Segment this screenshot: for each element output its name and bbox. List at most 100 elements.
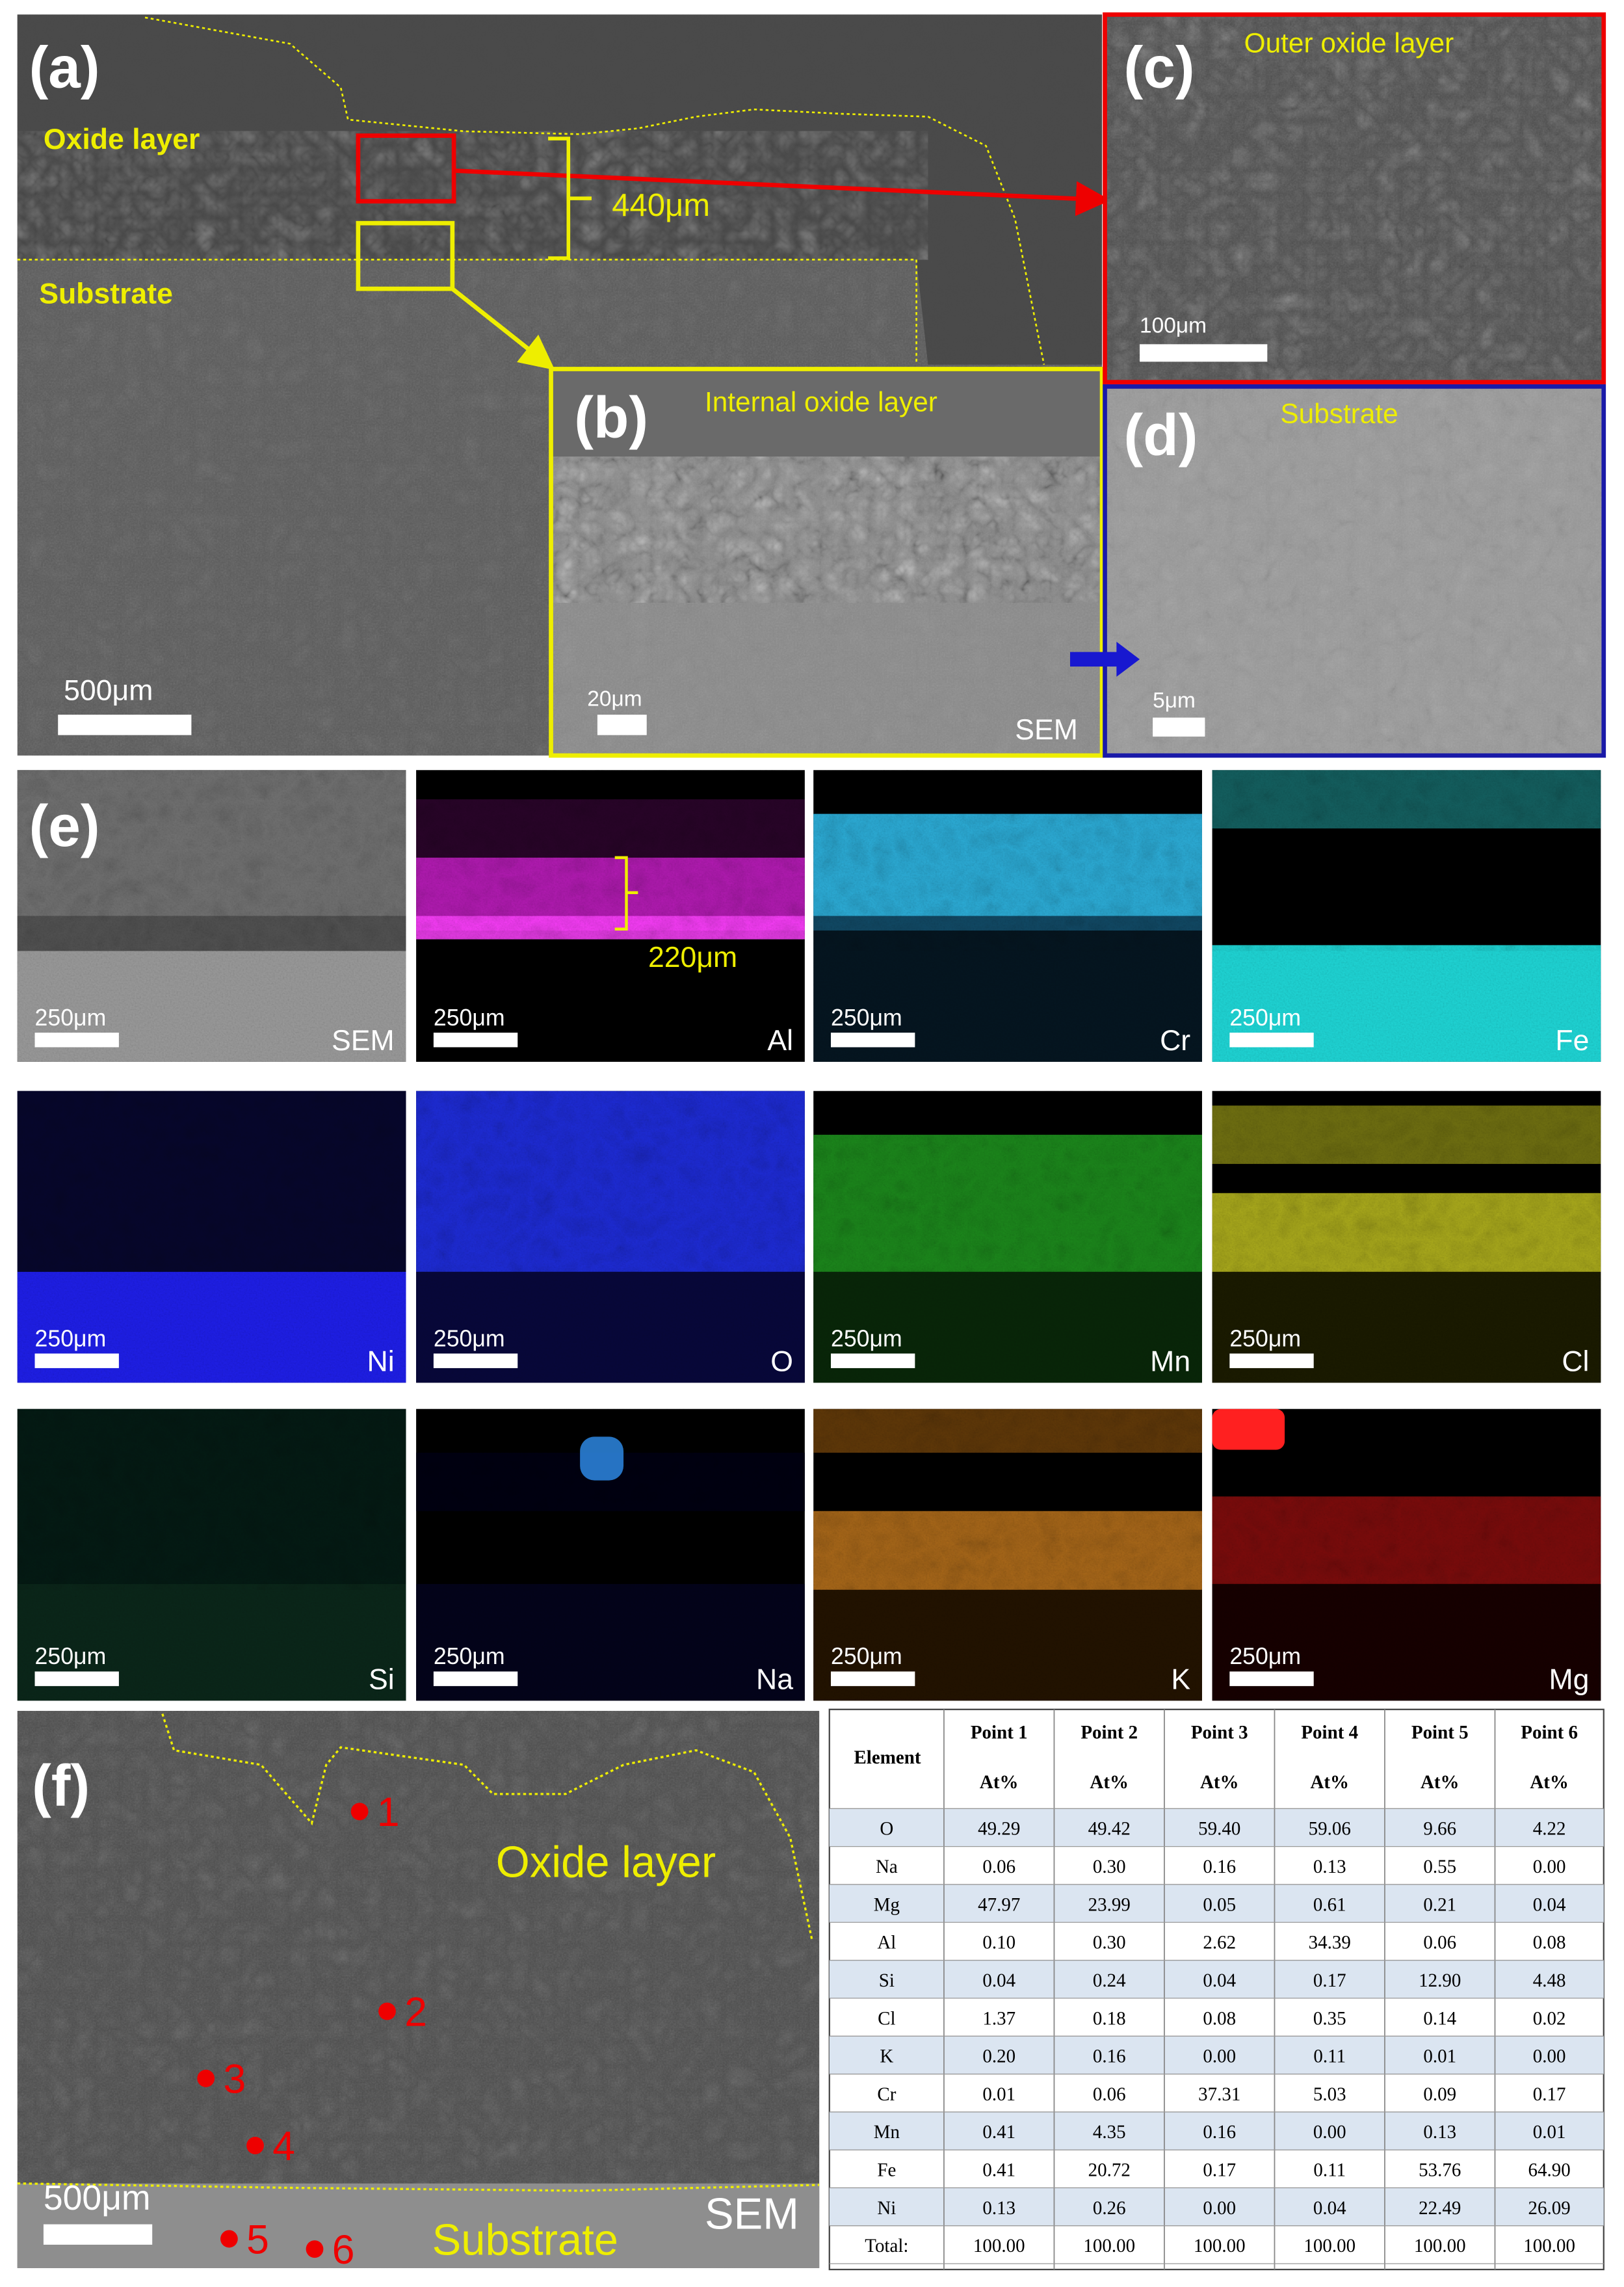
row-shade — [829, 1884, 1604, 1923]
map-texture — [17, 1091, 406, 1272]
zoom-box-red — [356, 133, 456, 204]
sem-image-c-texture — [1105, 14, 1604, 382]
map-name: Al — [767, 1025, 793, 1057]
table-cell: 0.01 — [1423, 2046, 1456, 2067]
table-cell: 100.00 — [1523, 2236, 1575, 2256]
table-cell: 0.02 — [1533, 2008, 1566, 2029]
map-texture — [813, 770, 1202, 951]
row-shade — [829, 1960, 1604, 1998]
boundary-line — [17, 258, 917, 365]
column-header: Point 3 — [1191, 1723, 1248, 1743]
composition-table: Element Point 1 At% Point 2 At% Point 3 At% Poi… — [828, 1708, 1604, 2271]
table-cell: 0.41 — [982, 2160, 1015, 2180]
column-unit: At% — [1090, 1772, 1129, 1793]
row-header: Cr — [877, 2084, 896, 2105]
mode-label: SEM — [705, 2189, 799, 2238]
table-cell: 4.35 — [1093, 2122, 1126, 2143]
scale-bar — [433, 1353, 518, 1368]
scale-bar — [830, 1033, 915, 1048]
map-name: SEM — [332, 1025, 395, 1057]
map-texture — [416, 1091, 805, 1272]
panel-frame — [549, 367, 1105, 758]
scale-bar — [1153, 717, 1205, 737]
map-name: Mn — [1150, 1345, 1190, 1377]
table-cell: 0.17 — [1533, 2084, 1566, 2105]
table-cell: 0.13 — [1423, 2122, 1456, 2143]
scale-bar-label: 500μm — [64, 675, 153, 707]
table-cell: 0.11 — [1313, 2160, 1346, 2180]
table-cell: 0.30 — [1093, 1857, 1126, 1877]
table-cell: 0.00 — [1203, 2046, 1236, 2067]
table-cell: 0.30 — [1093, 1933, 1126, 1953]
column-header: Point 6 — [1521, 1723, 1578, 1743]
scale-bar-label: 5μm — [1153, 689, 1196, 713]
panel-title: Outer oxide layer — [1244, 29, 1454, 59]
map-texture — [416, 1408, 805, 1590]
table-cell: 0.18 — [1093, 2008, 1126, 2029]
table-cell: 47.97 — [978, 1894, 1020, 1915]
map-texture — [813, 1091, 1202, 1272]
table-cell: 0.04 — [1313, 2198, 1346, 2219]
panel-label: (d) — [1124, 403, 1198, 468]
row-header: Ni — [877, 2198, 896, 2219]
table-cell: 0.35 — [1313, 2008, 1346, 2029]
table-cell: 0.41 — [982, 2122, 1015, 2143]
table-cell: 100.00 — [973, 2236, 1025, 2256]
measure-point — [350, 1803, 369, 1821]
scale-bar — [1140, 344, 1268, 362]
table-cell: 0.00 — [1313, 2122, 1346, 2143]
table-cell: 34.39 — [1309, 1933, 1351, 1953]
table-cell: 0.24 — [1093, 1970, 1126, 1991]
thickness-bracket — [614, 856, 638, 931]
panel-label: (b) — [574, 385, 648, 450]
table-cell: 5.03 — [1313, 2084, 1346, 2105]
scale-bar — [43, 2224, 153, 2245]
panel-title: Substrate — [1280, 399, 1398, 429]
table-cell: 0.13 — [1313, 1857, 1346, 1877]
measure-point — [246, 2136, 264, 2154]
blob — [1212, 1408, 1285, 1450]
map-texture — [17, 770, 406, 951]
table-cell: 0.11 — [1313, 2046, 1346, 2067]
scale-bar-label: 20μm — [587, 687, 642, 711]
column-unit: At% — [1200, 1772, 1239, 1793]
table-cell: 0.00 — [1533, 2046, 1566, 2067]
scale-bar-label: 250μm — [831, 1325, 902, 1351]
panel-label: (c) — [1124, 34, 1195, 99]
scale-bar-label: 250μm — [1229, 1325, 1301, 1351]
scale-bar-label: 250μm — [1229, 1005, 1301, 1031]
table-cell: 53.76 — [1419, 2160, 1461, 2180]
table-cell: 0.61 — [1313, 1894, 1346, 1915]
panel-label: (a) — [29, 34, 100, 99]
scale-bar-label: 250μm — [434, 1005, 505, 1031]
scale-bar — [1229, 1671, 1314, 1686]
table-cell: 0.04 — [982, 1970, 1015, 1991]
table-cell: 0.08 — [1203, 2008, 1236, 2029]
scale-bar — [433, 1671, 518, 1686]
column-header: Point 4 — [1301, 1723, 1358, 1743]
map-name: O — [770, 1345, 793, 1377]
scale-bar — [433, 1033, 518, 1048]
region-label: Oxide layer — [496, 1838, 716, 1887]
table-cell: 0.04 — [1533, 1894, 1566, 1915]
map-name: Ni — [367, 1345, 395, 1377]
scale-bar-label: 250μm — [1229, 1643, 1301, 1669]
table-cell: 2.62 — [1203, 1933, 1236, 1953]
point-label: 2 — [404, 1989, 427, 2035]
table-cell: 59.40 — [1198, 1819, 1240, 1840]
map-name: K — [1171, 1663, 1190, 1695]
row-shade — [829, 2111, 1604, 2150]
table-cell: 0.04 — [1203, 1970, 1236, 1991]
scale-bar-label: 250μm — [831, 1643, 902, 1669]
table-cell: 0.16 — [1203, 1857, 1236, 1877]
map-name: Na — [756, 1663, 793, 1695]
table-cell: 0.17 — [1313, 1970, 1346, 1991]
boundary-line — [161, 1713, 813, 1940]
scale-bar-label: 250μm — [434, 1643, 505, 1669]
thickness-label: 440μm — [612, 187, 710, 223]
map-texture — [17, 1408, 406, 1590]
scale-bar — [830, 1353, 915, 1368]
row-header: K — [880, 2046, 893, 2067]
scale-bar — [58, 715, 192, 735]
table-cell: 0.14 — [1423, 2008, 1456, 2029]
